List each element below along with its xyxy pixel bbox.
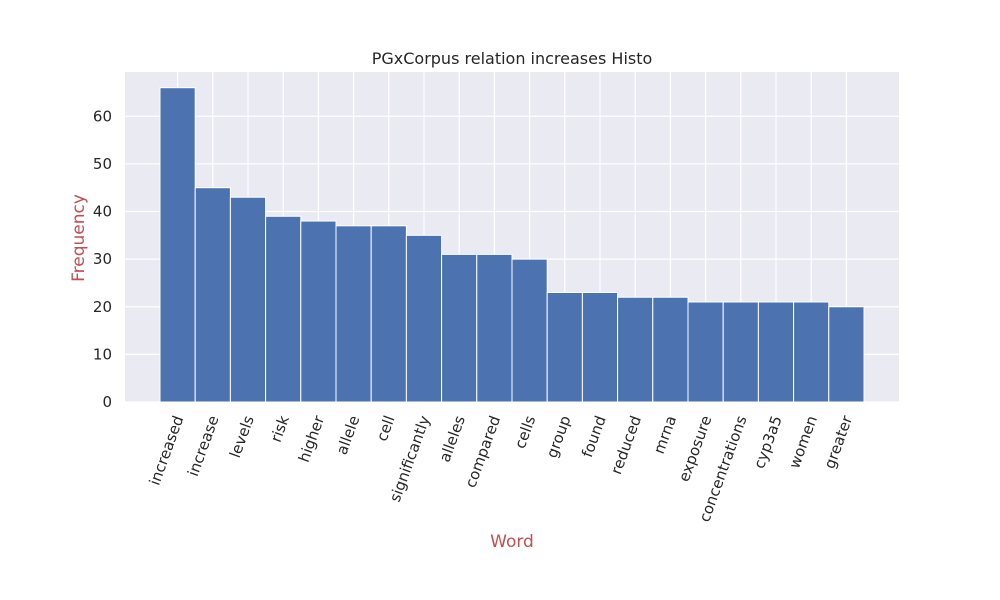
y-tick-label: 50 <box>93 155 112 173</box>
y-tick-label: 60 <box>93 107 112 125</box>
bar-risk <box>265 215 302 403</box>
bar-increased <box>159 87 196 403</box>
x-tick-label-reduced: reduced <box>607 413 645 477</box>
bar-reduced <box>617 296 654 403</box>
x-tick-label-compared: compared <box>461 413 504 490</box>
y-tick-labels: 0 10 20 30 40 50 60 <box>93 107 112 411</box>
bar-greater <box>828 306 865 403</box>
bars <box>159 87 865 403</box>
bar-cells <box>511 258 548 403</box>
x-tick-label-mrna: mrna <box>650 413 680 456</box>
y-tick-label: 10 <box>93 345 112 363</box>
bar-exposure <box>687 301 724 403</box>
x-tick-label-greater: greater <box>820 412 856 471</box>
y-tick-label: 40 <box>93 203 112 221</box>
bar-found <box>581 291 619 403</box>
bar-cyp3a5 <box>757 301 795 403</box>
bar-levels <box>229 196 267 403</box>
bar-significantly <box>405 234 443 403</box>
bar-compared <box>476 253 513 403</box>
y-tick-label: 20 <box>93 298 112 316</box>
x-axis-label: Word <box>490 532 534 552</box>
x-tick-label-allele: allele <box>333 413 364 457</box>
x-tick-label-found: found <box>578 413 610 460</box>
x-tick-label-levels: levels <box>226 413 258 460</box>
x-tick-label-cyp3a5: cyp3a5 <box>750 413 786 471</box>
bar-concentrations <box>722 301 759 403</box>
bar-women <box>793 301 830 403</box>
y-axis-label: Frequency <box>69 194 89 282</box>
x-tick-label-increased: increased <box>146 413 188 488</box>
x-tick-label-higher: higher <box>295 412 329 464</box>
x-tick-label-alleles: alleles <box>436 413 469 464</box>
x-tick-label-women: women <box>785 413 821 471</box>
bar-cell <box>370 225 407 403</box>
x-tick-label-increase: increase <box>184 413 223 479</box>
bar-increase <box>194 187 231 403</box>
bar-allele <box>335 225 372 403</box>
bar-mrna <box>652 296 689 403</box>
bar-higher <box>300 220 337 403</box>
x-tick-label-exposure: exposure <box>675 413 715 484</box>
x-tick-label-group: group <box>543 413 575 460</box>
x-tick-label-cells: cells <box>511 413 539 451</box>
chart-title: PGxCorpus relation increases Histo <box>372 49 653 68</box>
bar-group <box>546 291 583 403</box>
y-tick-label: 0 <box>102 393 112 411</box>
x-tick-label-risk: risk <box>267 413 293 445</box>
bar-alleles <box>441 253 478 403</box>
y-tick-label: 30 <box>93 250 112 268</box>
x-tick-label-cell: cell <box>373 413 399 443</box>
